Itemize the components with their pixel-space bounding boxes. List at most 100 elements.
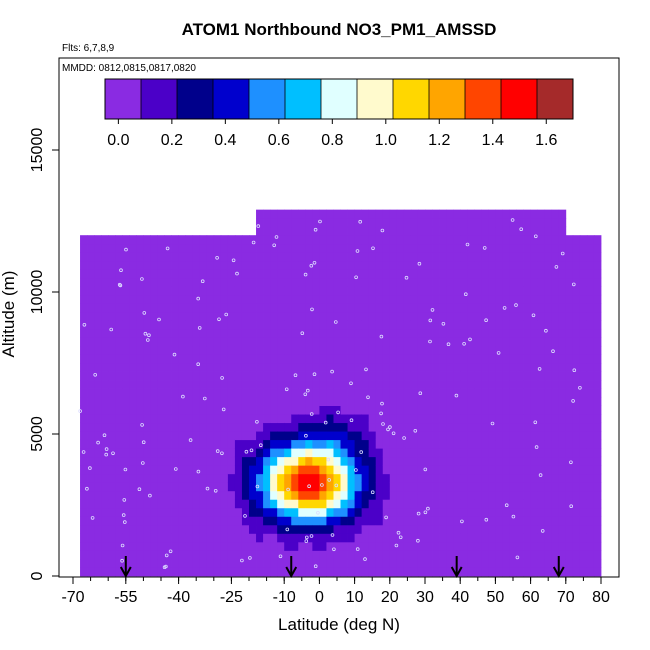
heatmap-cell (122, 524, 130, 534)
heatmap-cell (213, 507, 222, 517)
heatmap-cell (284, 490, 292, 500)
heatmap-cell (249, 303, 257, 313)
heatmap-cell (368, 388, 377, 398)
heatmap-cell (375, 354, 384, 364)
heatmap-cell (101, 388, 109, 398)
heatmap-cell (108, 260, 116, 270)
heatmap-cell (544, 558, 553, 568)
heatmap-cell (586, 541, 595, 551)
heatmap-cell (80, 533, 88, 543)
heatmap-cell (593, 252, 602, 262)
heatmap-cell (185, 405, 194, 415)
heatmap-cell (488, 482, 496, 492)
heatmap-cell (284, 541, 292, 551)
heatmap-cell (94, 243, 102, 253)
heatmap-cell (340, 516, 348, 526)
colorbar-swatch (177, 79, 214, 119)
heatmap-cell (361, 235, 370, 245)
heatmap-cell (249, 490, 257, 500)
measurement-point (102, 433, 107, 438)
heatmap-cell (241, 277, 250, 287)
heatmap-cell (446, 277, 454, 287)
heatmap-cell (340, 243, 348, 253)
heatmap-cell (305, 209, 313, 219)
heatmap-cell (263, 550, 271, 560)
heatmap-cell (234, 260, 243, 270)
measurement-point (569, 460, 573, 465)
heatmap-cell (220, 490, 229, 500)
heatmap-cell (108, 235, 116, 245)
heatmap-cell (143, 303, 151, 313)
heatmap-cell (157, 448, 165, 458)
heatmap-cell (509, 380, 517, 389)
heatmap-cell (389, 516, 398, 526)
heatmap-cell (523, 311, 531, 321)
heatmap-cell (544, 235, 553, 245)
heatmap-cell (432, 490, 440, 500)
heatmap-cell (565, 363, 574, 372)
heatmap-cell (410, 320, 419, 330)
heatmap-cell (164, 558, 172, 568)
heatmap-cell (122, 235, 130, 245)
heatmap-cell (178, 533, 187, 543)
heatmap-cell (439, 507, 447, 517)
heatmap-cell (249, 405, 257, 415)
heatmap-cell (192, 371, 201, 381)
heatmap-cell (284, 388, 292, 398)
heatmap-cell (256, 482, 264, 492)
heatmap-cell (305, 473, 313, 483)
heatmap-cell (319, 337, 327, 347)
heatmap-cell (178, 465, 187, 475)
heatmap-cell (488, 414, 496, 424)
heatmap-cell (558, 524, 567, 534)
heatmap-cell (565, 448, 574, 458)
heatmap-cell (460, 473, 468, 483)
heatmap-cell (537, 371, 546, 381)
heatmap-cell (178, 397, 187, 406)
measurement-point (215, 449, 220, 453)
heatmap-cell (241, 320, 250, 330)
heatmap-cell (516, 507, 524, 517)
heatmap-cell (164, 490, 172, 500)
heatmap-cell (488, 218, 496, 228)
heatmap-cell (94, 405, 102, 415)
heatmap-cell (284, 507, 292, 517)
heatmap-cell (474, 345, 482, 355)
heatmap-cell (432, 269, 440, 279)
heatmap-cell (340, 422, 348, 432)
measurement-point (380, 401, 384, 406)
heatmap-cell (551, 345, 560, 355)
heatmap-cell (558, 218, 567, 228)
heatmap-cell (312, 507, 320, 517)
heatmap-cell (164, 260, 172, 270)
heatmap-cell (516, 490, 524, 500)
heatmap-cell (256, 354, 264, 364)
measurement-point (396, 530, 401, 535)
heatmap-cell (241, 456, 250, 466)
heatmap-cell (347, 405, 355, 415)
heatmap-cell (523, 363, 531, 372)
heatmap-cell (467, 456, 475, 466)
heatmap-cell (171, 473, 179, 483)
heatmap-cell (375, 482, 384, 492)
heatmap-cell (389, 524, 398, 534)
heatmap-cell (256, 567, 264, 577)
heatmap-cell (467, 260, 475, 270)
heatmap-cell (213, 516, 222, 526)
heatmap-cell (537, 431, 546, 441)
heatmap-cell (150, 422, 158, 432)
flight-marker-arrowhead (285, 566, 298, 579)
heatmap-cell (502, 490, 510, 500)
heatmap-cell (347, 345, 355, 355)
heatmap-cell (439, 294, 447, 304)
heatmap-cell (199, 550, 208, 560)
heatmap-cell (579, 431, 588, 441)
heatmap-cell (199, 422, 208, 432)
heatmap-cell (488, 507, 496, 517)
heatmap-cell (185, 328, 194, 338)
heatmap-cell (551, 277, 560, 287)
heatmap-cell (164, 439, 172, 449)
heatmap-cell (474, 499, 482, 509)
heatmap-cell (410, 456, 419, 466)
